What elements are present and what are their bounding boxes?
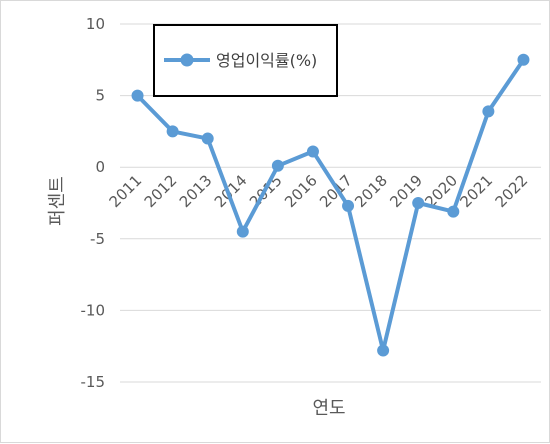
series-layer xyxy=(131,53,530,357)
x-tick-label: 2016 xyxy=(281,171,321,211)
y-tick-label: -5 xyxy=(90,230,105,248)
x-tick-label: 2012 xyxy=(141,171,181,211)
y-tick-labels: 10 5 0 -5 -10 -15 xyxy=(81,15,106,391)
data-point xyxy=(271,159,284,172)
data-point xyxy=(201,132,214,145)
x-tick-label: 2013 xyxy=(176,171,216,211)
legend-marker-sample xyxy=(180,53,194,67)
y-tick-label: 10 xyxy=(86,15,105,33)
data-point xyxy=(236,225,249,238)
y-axis-title: 퍼센트 xyxy=(47,176,68,226)
x-tick-label: 2018 xyxy=(351,171,391,211)
y-tick-label: -10 xyxy=(81,301,106,319)
x-tick-label: 2011 xyxy=(106,171,146,211)
data-point xyxy=(131,89,144,102)
x-tick-label: 2022 xyxy=(492,171,532,211)
data-point xyxy=(306,145,319,158)
legend: 영업이익률(%) xyxy=(153,24,338,97)
x-axis-title: 연도 xyxy=(312,398,345,419)
y-tick-label: 5 xyxy=(95,87,105,105)
data-point xyxy=(412,197,425,209)
data-point xyxy=(482,105,495,118)
data-point xyxy=(342,199,355,212)
data-point xyxy=(517,53,530,66)
data-point xyxy=(377,344,390,357)
data-point xyxy=(166,125,179,138)
legend-series-label: 영업이익률(%) xyxy=(216,51,317,70)
y-tick-label: -15 xyxy=(81,373,106,391)
data-point xyxy=(447,205,460,218)
y-tick-label: 0 xyxy=(95,158,105,176)
